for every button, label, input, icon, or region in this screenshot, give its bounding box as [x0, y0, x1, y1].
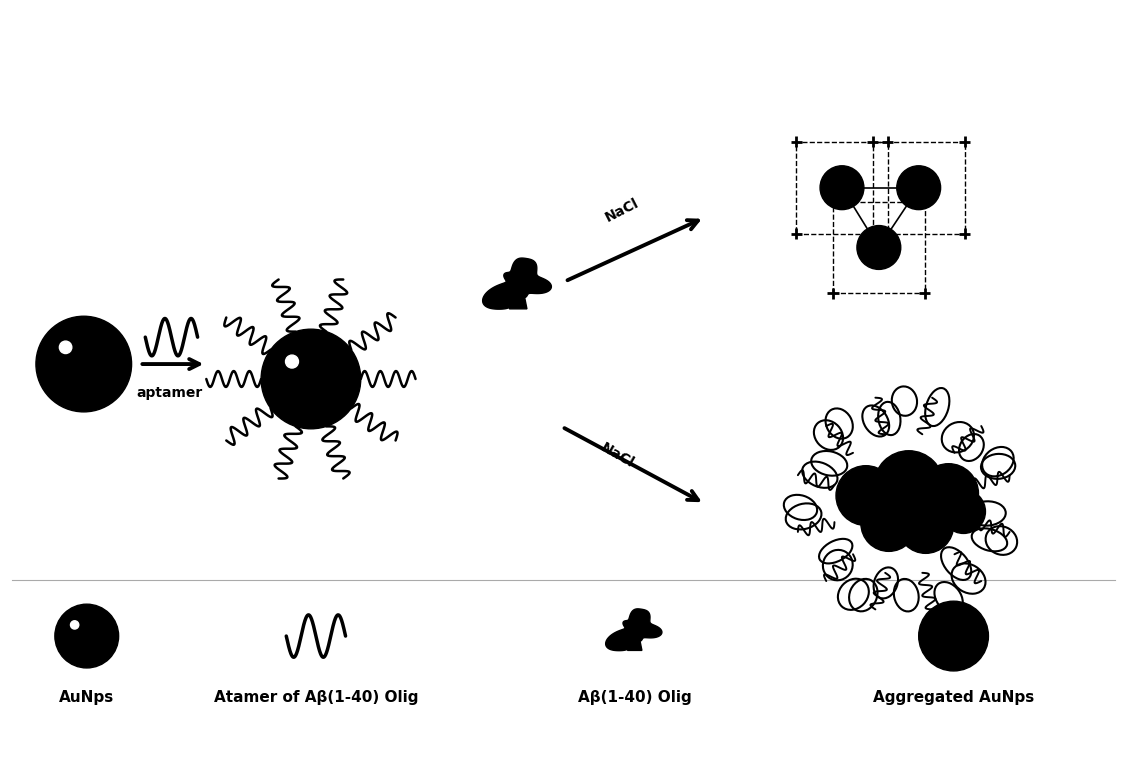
Circle shape	[261, 329, 361, 429]
Circle shape	[897, 165, 941, 209]
Text: NaCl: NaCl	[598, 441, 637, 471]
Circle shape	[857, 225, 900, 269]
Circle shape	[71, 621, 79, 629]
Circle shape	[861, 496, 916, 551]
Polygon shape	[605, 609, 662, 650]
Circle shape	[36, 317, 132, 412]
Polygon shape	[628, 636, 642, 650]
Polygon shape	[509, 291, 527, 309]
Circle shape	[55, 604, 118, 668]
Circle shape	[873, 451, 943, 521]
Text: Aggregated AuNps: Aggregated AuNps	[873, 691, 1035, 705]
Text: AuNps: AuNps	[59, 691, 114, 705]
Text: Aβ(1-40) Olig: Aβ(1-40) Olig	[578, 691, 692, 705]
Circle shape	[820, 165, 864, 209]
Circle shape	[919, 601, 988, 671]
Text: aptamer: aptamer	[136, 386, 203, 400]
Circle shape	[836, 466, 896, 525]
Circle shape	[919, 464, 978, 524]
Circle shape	[898, 498, 953, 553]
Text: Atamer of Aβ(1-40) Olig: Atamer of Aβ(1-40) Olig	[214, 691, 418, 705]
Text: NaCl: NaCl	[603, 196, 641, 225]
Polygon shape	[482, 258, 551, 309]
Circle shape	[60, 341, 72, 354]
Circle shape	[942, 490, 985, 534]
Circle shape	[285, 355, 299, 368]
